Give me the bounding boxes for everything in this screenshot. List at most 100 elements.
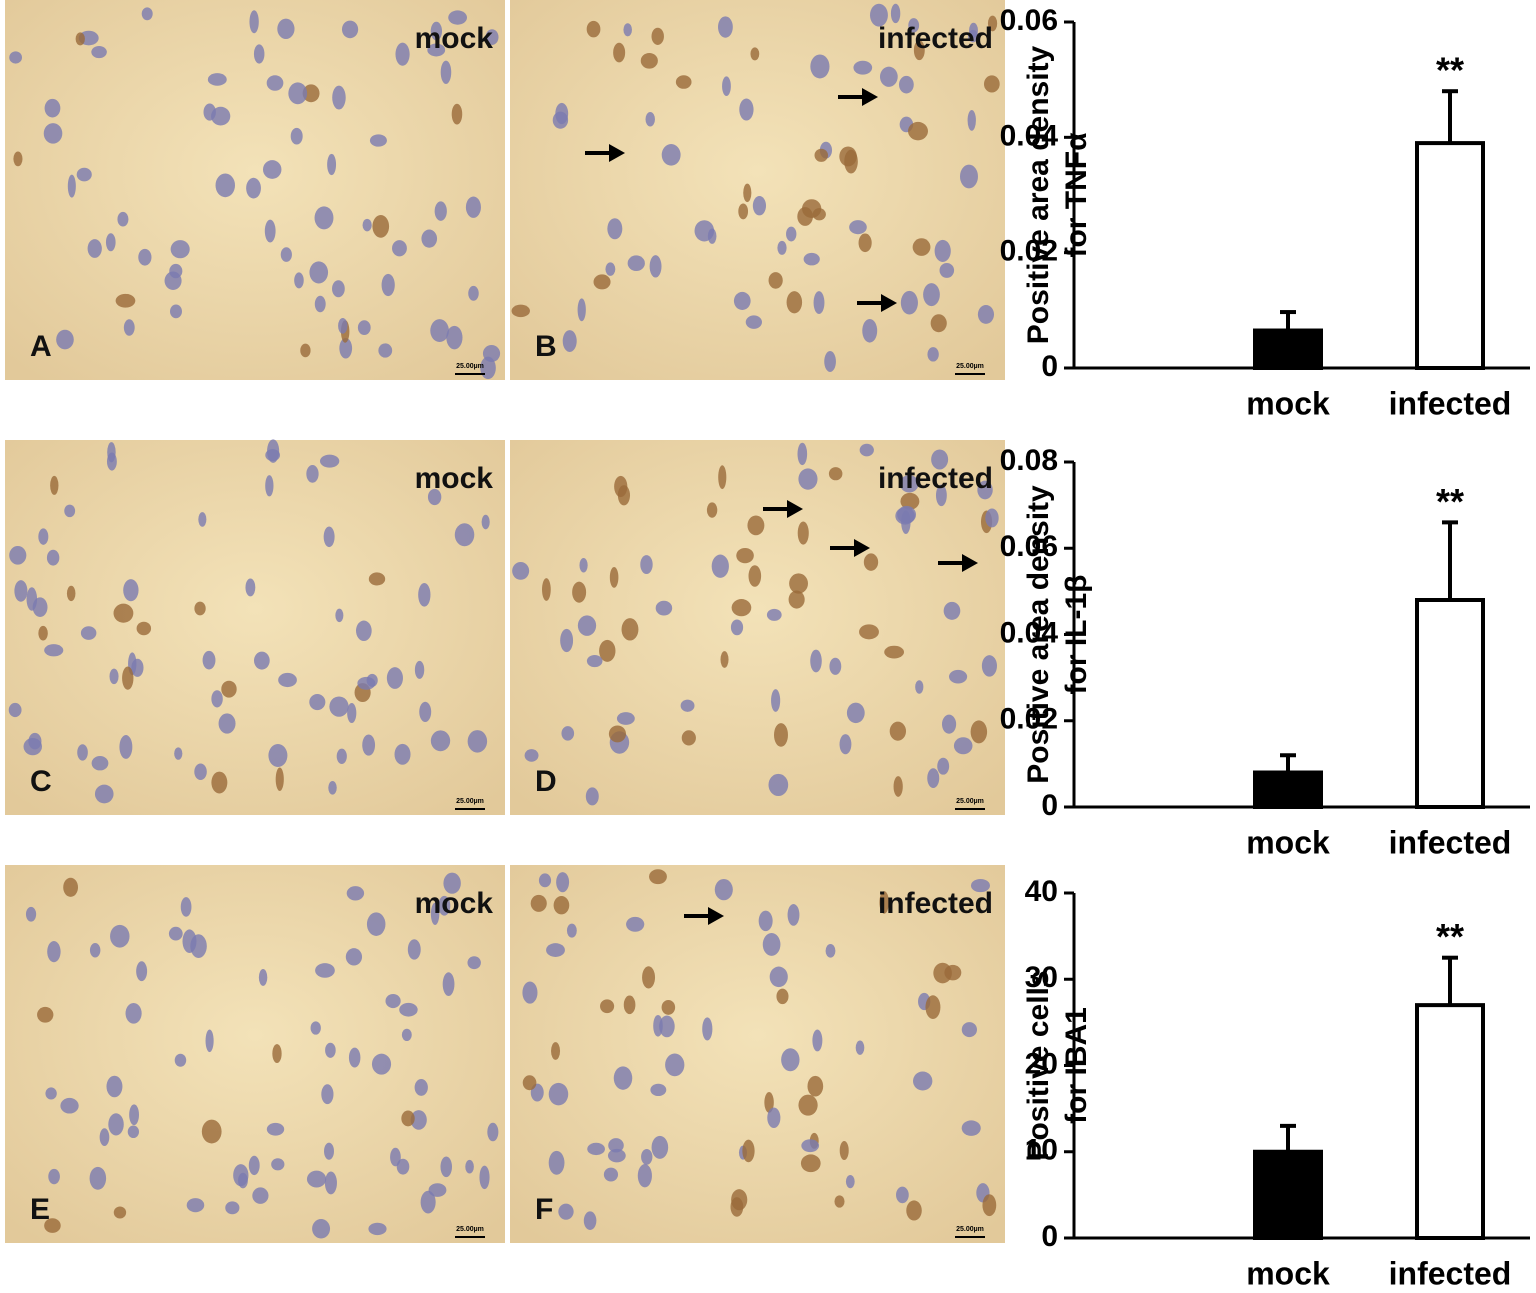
cell <box>438 895 451 916</box>
cell <box>428 1183 447 1197</box>
panel-letter: F <box>535 1193 553 1226</box>
cell <box>77 744 88 761</box>
cell <box>680 699 695 712</box>
cell <box>198 512 207 527</box>
cell <box>430 730 451 752</box>
cell <box>641 1148 653 1165</box>
cell <box>623 23 632 37</box>
cell <box>125 1002 142 1024</box>
cell <box>252 1187 269 1204</box>
cell <box>338 318 348 334</box>
cell <box>925 995 941 1020</box>
cell <box>771 689 781 712</box>
cell <box>739 98 754 121</box>
cell <box>797 207 813 226</box>
cell <box>28 732 42 750</box>
cell <box>430 21 443 41</box>
cell <box>253 44 265 64</box>
cell <box>290 127 303 145</box>
cell <box>275 767 284 791</box>
cell <box>467 730 488 753</box>
cell <box>653 1014 663 1037</box>
cell <box>355 620 372 641</box>
y-tick-label: 0.02 <box>1000 703 1058 736</box>
panel-label: infected <box>878 462 993 495</box>
cell <box>107 442 116 463</box>
cell <box>659 1015 675 1038</box>
cell <box>587 1142 605 1156</box>
cell <box>839 1141 849 1161</box>
cell <box>323 526 335 548</box>
cell <box>858 233 872 253</box>
x-tick-label: mock <box>1246 1255 1330 1291</box>
cell <box>381 273 395 297</box>
cell <box>747 515 765 536</box>
panel-label: mock <box>415 22 494 55</box>
cell <box>60 1097 79 1114</box>
cell <box>899 475 919 493</box>
cell <box>768 773 789 797</box>
cell <box>327 153 337 176</box>
cell <box>246 177 261 199</box>
cell <box>357 320 371 336</box>
cell <box>141 7 153 21</box>
micrograph-background <box>5 865 505 1243</box>
cell <box>893 776 903 797</box>
cell <box>616 712 635 725</box>
cell <box>314 295 326 313</box>
cell <box>99 1128 110 1147</box>
cell <box>937 757 950 775</box>
cell <box>561 726 575 741</box>
cell <box>572 581 587 603</box>
cell <box>277 18 295 40</box>
cell <box>396 1158 410 1175</box>
cell <box>194 601 206 616</box>
cell <box>418 582 431 607</box>
cell <box>108 1113 124 1136</box>
cell <box>522 981 538 1004</box>
cell <box>829 657 842 675</box>
cell <box>777 240 787 255</box>
cell <box>813 291 825 315</box>
y-axis-label: Positive cells <box>1022 970 1055 1160</box>
cell <box>264 219 276 243</box>
cell <box>586 654 603 668</box>
panel-letter: E <box>30 1193 50 1226</box>
cell <box>649 255 662 278</box>
cell <box>211 690 223 708</box>
cell <box>522 1075 537 1091</box>
cell <box>430 319 449 343</box>
cell <box>650 1083 667 1097</box>
y-tick-label: 10 <box>1025 1134 1058 1167</box>
cell <box>211 771 228 794</box>
cell <box>810 649 822 673</box>
cell <box>245 578 256 597</box>
panel-label: mock <box>415 887 494 920</box>
cell <box>908 18 920 33</box>
panel-label: infected <box>878 887 993 920</box>
cell <box>788 590 805 609</box>
cell <box>577 615 597 636</box>
bar <box>1253 1149 1323 1240</box>
scale-label: 25.00µm <box>456 1226 484 1233</box>
cell <box>675 75 692 89</box>
cell <box>440 60 452 84</box>
cell <box>722 76 731 96</box>
cell <box>105 233 116 252</box>
cell <box>258 969 268 986</box>
cell <box>401 1110 415 1127</box>
cell <box>600 999 615 1014</box>
cell <box>288 82 308 105</box>
cell <box>890 3 901 24</box>
cell <box>787 903 800 926</box>
cell <box>803 252 820 266</box>
cell <box>348 1047 361 1068</box>
y-axis-label: for TNFα <box>1060 132 1093 258</box>
panel-letter: A <box>30 330 52 363</box>
cell <box>970 878 990 893</box>
cell <box>419 701 432 723</box>
cell <box>136 961 148 982</box>
cell <box>262 160 282 179</box>
arrow-head <box>962 554 978 572</box>
cell <box>414 1079 428 1096</box>
